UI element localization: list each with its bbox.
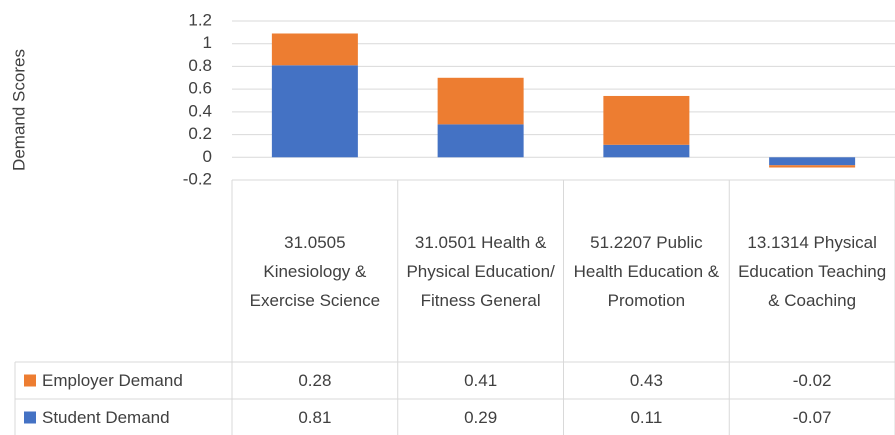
bar-segment [769,157,856,166]
legend-key [24,374,36,387]
category-label: 51.2207 Public Health Education & Promot… [573,232,720,310]
table-value: 0.43 [629,371,663,390]
legend-label: Student Demand [42,408,170,427]
y-axis-label: Demand Scores [9,49,28,171]
category-label: 31.0501 Health & Physical Education/ Fit… [406,232,555,310]
y-tick-label: 0.6 [188,79,212,98]
table-value: -0.07 [792,408,832,427]
table-value: 0.11 [630,408,663,427]
legend-key [24,411,36,424]
table-value: 0.81 [298,408,332,427]
table-value: 0.41 [464,371,498,390]
bar-segment [437,124,524,158]
bar-segment [271,33,358,66]
bar-segment [271,65,358,158]
table-value: -0.02 [792,371,832,390]
bar-segment [603,144,690,158]
table-value: 0.29 [464,408,498,427]
y-tick-label: 0 [203,147,212,166]
legend-label: Employer Demand [42,371,183,390]
y-tick-label: 1 [203,33,212,52]
y-tick-label: 0.2 [188,124,212,143]
bar-segment [603,95,690,145]
bar-segment [437,77,524,125]
y-tick-label: 1.2 [188,10,212,29]
table-value: 0.28 [298,371,332,390]
y-tick-label: -0.2 [183,169,212,188]
y-tick-label: 0.4 [188,101,212,120]
bar-segment [769,165,856,168]
category-label: 31.0505 Kinesiology & Exercise Science [249,232,381,310]
y-tick-label: 0.8 [188,56,212,75]
category-label: 13.1314 Physical Education Teaching & Co… [738,232,887,310]
